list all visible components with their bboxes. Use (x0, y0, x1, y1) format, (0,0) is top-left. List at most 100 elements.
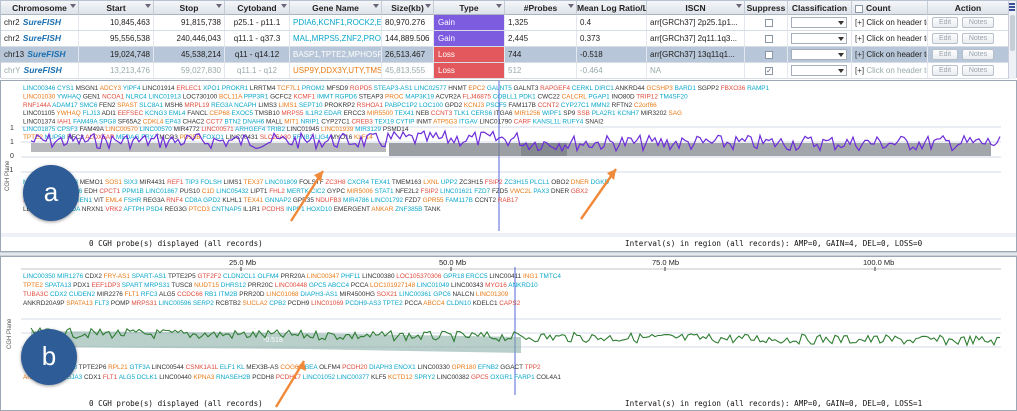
gene-label[interactable]: RNF4 (166, 197, 184, 204)
gene-label[interactable]: KLHL1 (222, 197, 243, 204)
gene-label[interactable]: FSHR (124, 197, 143, 204)
gene-label[interactable]: FLT1 (103, 374, 119, 381)
gene-label[interactable]: PUS10 (180, 188, 202, 195)
gene-label[interactable]: EP43 (165, 119, 182, 126)
sort-icon[interactable] (496, 4, 502, 8)
gene-label[interactable]: ANKRD44 (615, 85, 646, 92)
gene-label[interactable]: NCOA1 (102, 93, 126, 100)
gene-label[interactable]: PCCA (404, 300, 423, 307)
gene-label[interactable]: CPB2 (269, 300, 287, 307)
gene-label[interactable]: TEX41 (244, 197, 265, 204)
gene-label[interactable]: PLA2R1 (592, 110, 618, 117)
gene-label[interactable]: MIR4500HG (339, 291, 376, 298)
gene-label[interactable]: NUP58 (45, 134, 67, 141)
gene-label[interactable]: PAX3 (533, 188, 551, 195)
gene-label[interactable]: IAH1 (57, 119, 73, 126)
col-chromosome[interactable]: Chromosome (1, 1, 79, 15)
gene-label[interactable]: TUSC8 (171, 282, 194, 289)
gene-label[interactable]: TUBA3C (23, 291, 50, 298)
gene-label[interactable]: LINC00330 (418, 364, 452, 371)
gene-label[interactable]: CAPS2 (499, 300, 520, 307)
expand-toggle[interactable]: [+] (855, 66, 865, 75)
gene-label[interactable]: CREB3 (351, 119, 374, 126)
gene-label[interactable]: NRIP1 (301, 119, 322, 126)
gene-label[interactable]: INMT (416, 119, 433, 126)
gene-label[interactable]: TIP3 (185, 179, 200, 186)
gene-label[interactable]: FLJ13 (82, 110, 101, 117)
gene-label[interactable]: GPR18 (443, 273, 466, 280)
gene-label[interactable]: FARP1 (514, 374, 536, 381)
edit-button[interactable]: Edit (932, 65, 958, 76)
gene-label[interactable]: FOLSH (200, 179, 223, 186)
gene-label[interactable]: IL1R2 (305, 110, 324, 117)
sort-icon[interactable] (70, 4, 76, 8)
gene-label[interactable]: MIR1276 (57, 273, 85, 280)
gene-label[interactable]: CIC2 (311, 188, 327, 195)
gene-label[interactable]: VWC2L (510, 188, 534, 195)
sort-icon[interactable] (281, 4, 287, 8)
gene-label[interactable]: FOXO1 (202, 134, 225, 141)
gene-label[interactable]: KCNH7 (617, 110, 640, 117)
gene-label[interactable]: REF1 (167, 179, 185, 186)
gene-label[interactable]: TEX37 (244, 179, 265, 186)
col-start[interactable]: Start (79, 1, 154, 15)
gene-label[interactable]: MEX3B-AS (246, 364, 280, 371)
gene-label[interactable]: TEX41 (371, 179, 392, 186)
gene-label[interactable]: TANK (424, 206, 441, 213)
gene-label[interactable]: LINC00346 (23, 85, 57, 92)
gene-label[interactable]: RFTN2 (612, 102, 634, 109)
col-size[interactable]: Size(kb) (382, 1, 434, 15)
gene-label[interactable]: MIR5006 (347, 188, 375, 195)
surefish-logo[interactable]: SureFISH (22, 17, 62, 27)
gene-label[interactable]: LINC01621 (440, 188, 474, 195)
gene-label[interactable]: CPSF3 (57, 126, 79, 133)
gene-label[interactable]: CD8A (185, 197, 203, 204)
gene-label[interactable]: LINC01049 (417, 282, 451, 289)
gene-label[interactable]: CEP68 (209, 110, 231, 117)
gene-label[interactable]: FSIP2 (485, 179, 505, 186)
expand-toggle[interactable]: [+] (855, 50, 865, 59)
gene-label[interactable]: DGKD (591, 179, 610, 186)
gene-label[interactable]: PCCA (351, 282, 370, 289)
gene-label[interactable]: MIT1 (284, 119, 300, 126)
notes-button[interactable]: Notes (962, 65, 994, 76)
gene-label[interactable]: TM4SF20 (660, 93, 689, 100)
col-action[interactable]: Action (928, 1, 1008, 15)
gene-label[interactable]: ZC3H15 (459, 179, 485, 186)
gene-label[interactable]: FZD7 (474, 188, 492, 195)
gene-label[interactable]: PPP3R1 (244, 93, 270, 100)
gene-label[interactable]: CXCR4 (347, 179, 370, 186)
gene-label[interactable]: WIPF1 (542, 110, 563, 117)
gene-label[interactable]: PCDH8 (252, 374, 275, 381)
gene-label[interactable]: GBX2 (571, 188, 588, 195)
gene-label[interactable]: KPNA3 (193, 374, 216, 381)
col-type[interactable]: Type (434, 1, 505, 15)
gene-label[interactable]: ALG5 (159, 291, 177, 298)
gene-label[interactable]: SUCLA2 (243, 300, 270, 307)
gene-label[interactable]: EEF1DP3 (92, 282, 122, 289)
col-count[interactable]: Count (852, 1, 928, 15)
gene-label[interactable]: PRR20A (281, 273, 307, 280)
gene-label[interactable]: DIRC1 (595, 85, 616, 92)
gene-label[interactable]: PLCL1 (530, 179, 551, 186)
gene-label[interactable]: SOS1 (105, 179, 124, 186)
gene-label[interactable]: ATP5G3 (433, 119, 459, 126)
panel-b-canvas[interactable]: LINC00350 MIR1276 CDX2 FRY-AS1 SPART-AS1… (1, 257, 1016, 410)
gene-label[interactable]: GPD2 (203, 197, 222, 204)
gene-label[interactable]: CDKL4 (143, 119, 165, 126)
gene-label[interactable]: ITGA6 (494, 110, 514, 117)
gene-label[interactable]: OLFM4 (319, 364, 342, 371)
gene-label[interactable]: LINC05432 (216, 188, 250, 195)
gene-label[interactable]: TMSB10 (255, 110, 282, 117)
gene-label[interactable]: RGPD6 (335, 93, 359, 100)
gene-label[interactable]: NALCN (452, 291, 475, 298)
suppress-checkbox[interactable] (765, 18, 773, 27)
gene-label[interactable]: LOC730100 (183, 93, 219, 100)
gene-label[interactable]: YWHAQ (57, 93, 83, 100)
gene-label[interactable]: LOC100 (419, 102, 445, 109)
gene-label[interactable]: PCDH9-AS3 (345, 300, 383, 307)
gene-label[interactable]: TMTC4 (540, 273, 562, 280)
gene-label[interactable]: LINC01945 (287, 126, 321, 133)
gene-label[interactable]: GCFC2 (270, 93, 293, 100)
gene-label[interactable]: NEB (416, 110, 431, 117)
